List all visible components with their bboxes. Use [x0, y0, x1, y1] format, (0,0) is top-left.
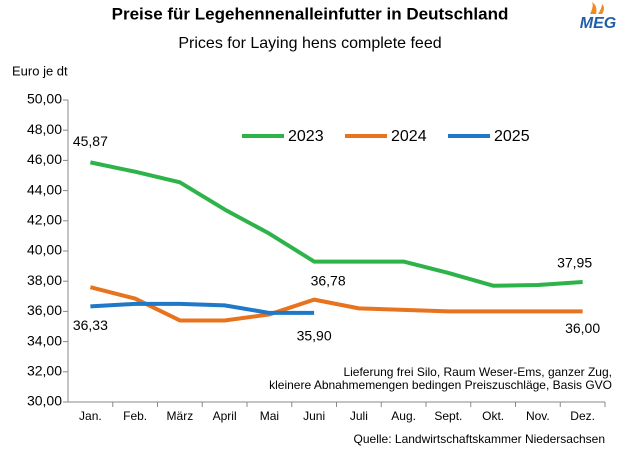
y-tick-label: 32,00 [27, 363, 62, 379]
series-line [89, 160, 583, 288]
x-tick-label: Juli [350, 409, 368, 423]
annotation: Lieferung frei Silo, Raum Weser-Ems, gan… [343, 365, 612, 379]
legend-label: 2024 [391, 128, 427, 145]
annotation: kleinere Abnahmemengen bedingen Preiszus… [269, 378, 612, 392]
x-tick-label: Okt. [482, 409, 504, 423]
logo: MEG [580, 15, 616, 32]
legend-label: 2023 [288, 128, 324, 145]
legend-label: 2025 [494, 128, 530, 145]
x-tick-label: März [167, 409, 194, 423]
x-tick-label: Juni [303, 409, 325, 423]
y-tick-label: 46,00 [27, 151, 62, 167]
series-line [89, 285, 583, 323]
value-label: 36,78 [311, 272, 346, 288]
x-tick-label: Aug. [391, 409, 416, 423]
y-tick-label: 48,00 [27, 121, 62, 137]
y-tick-label: 30,00 [27, 393, 62, 409]
y-tick-label: 40,00 [27, 242, 62, 258]
y-tick-label: 42,00 [27, 212, 62, 228]
y-tick-label: 38,00 [27, 272, 62, 288]
value-label: 35,90 [297, 328, 332, 344]
source: Quelle: Landwirtschaftskammer Niedersach… [354, 432, 605, 446]
logo-flame [590, 2, 604, 14]
y-tick-label: 50,00 [27, 91, 62, 107]
y-axis-label: Euro je dt [12, 63, 68, 78]
x-tick-label: Sept. [434, 409, 462, 423]
x-tick-label: Nov. [526, 409, 550, 423]
x-tick-label: Mai [260, 409, 279, 423]
series-line [90, 301, 315, 315]
y-tick-label: 36,00 [27, 302, 62, 318]
y-tick-label: 44,00 [27, 181, 62, 197]
x-tick-label: Dez. [570, 409, 595, 423]
y-tick-label: 34,00 [27, 332, 62, 348]
value-label: 36,00 [565, 320, 600, 336]
x-tick-label: Jan. [79, 409, 102, 423]
value-label: 45,87 [73, 133, 108, 149]
chart-title: Preise für Legehennenalleinfutter in Deu… [112, 4, 509, 23]
x-tick-label: Feb. [123, 409, 147, 423]
value-label: 36,33 [73, 317, 108, 333]
x-tick-label: April [213, 409, 237, 423]
value-label: 37,95 [557, 255, 592, 271]
chart-subtitle: Prices for Laying hens complete feed [178, 35, 441, 52]
